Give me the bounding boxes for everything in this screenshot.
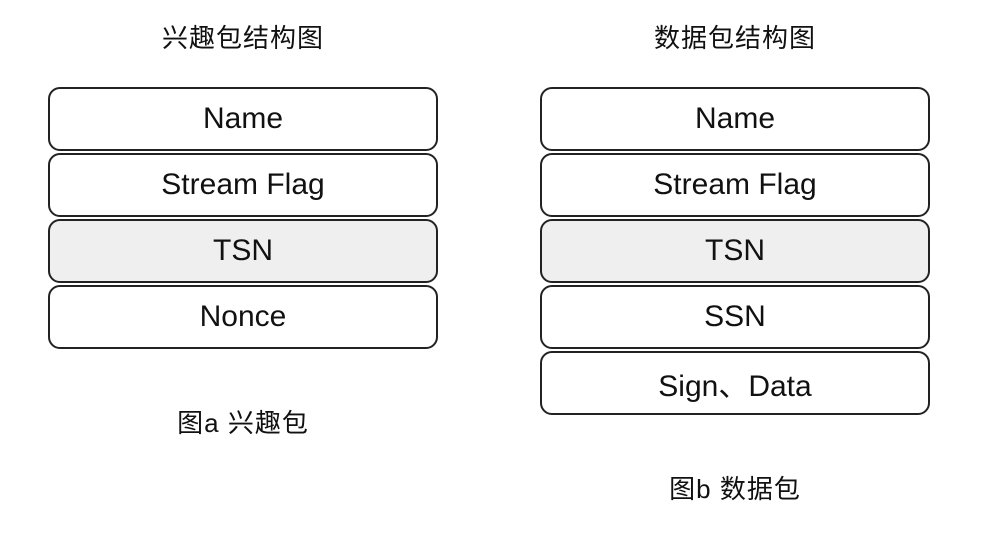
- data-packet-caption: 图b 数据包: [669, 469, 801, 506]
- interest-row: Nonce: [48, 285, 438, 349]
- interest-packet-stack: NameStream FlagTSNNonce: [48, 87, 438, 351]
- interest-row: Stream Flag: [48, 153, 438, 217]
- data-row: Name: [540, 87, 930, 151]
- data-row: SSN: [540, 285, 930, 349]
- data-packet-stack: NameStream FlagTSNSSNSign、Data: [540, 87, 930, 417]
- interest-packet-title: 兴趣包结构图: [162, 18, 324, 55]
- data-row: Stream Flag: [540, 153, 930, 217]
- interest-packet-column: 兴趣包结构图 NameStream FlagTSNNonce 图a 兴趣包: [48, 18, 438, 440]
- interest-row: TSN: [48, 219, 438, 283]
- interest-row: Name: [48, 87, 438, 151]
- interest-packet-caption: 图a 兴趣包: [177, 403, 309, 440]
- data-row: TSN: [540, 219, 930, 283]
- data-packet-column: 数据包结构图 NameStream FlagTSNSSNSign、Data 图b…: [540, 18, 930, 506]
- diagram-canvas: 兴趣包结构图 NameStream FlagTSNNonce 图a 兴趣包 数据…: [0, 0, 1000, 540]
- data-packet-title: 数据包结构图: [654, 18, 816, 55]
- data-row: Sign、Data: [540, 351, 930, 415]
